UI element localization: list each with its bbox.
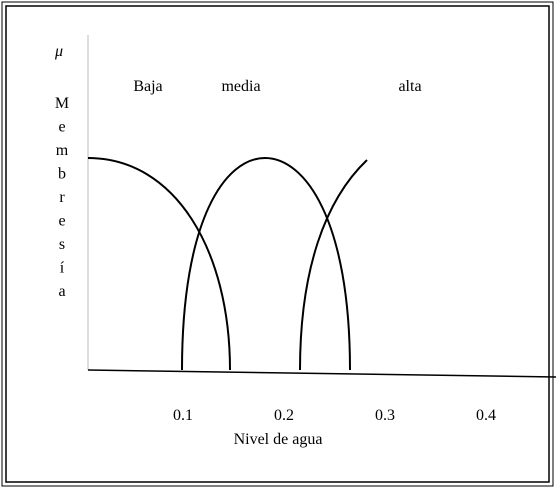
x-axis-label: Nivel de agua: [234, 431, 323, 448]
y-axis-letter: M: [55, 95, 69, 112]
set-label: media: [221, 78, 260, 95]
x-tick-labels: 0.1 0.2 0.3 0.4: [173, 407, 496, 424]
y-axis-letter: e: [58, 119, 65, 136]
x-axis: [88, 370, 556, 377]
y-axis-letter: a: [58, 283, 65, 300]
set-labels: Baja media alta: [133, 78, 421, 95]
y-axis-letter: r: [59, 189, 65, 206]
curve-baja: [88, 158, 230, 370]
y-axis-letter: e: [58, 213, 65, 230]
set-label: alta: [398, 78, 421, 95]
curve-alta: [300, 160, 367, 370]
x-tick-label: 0.1: [173, 407, 193, 424]
curve-media: [182, 158, 350, 370]
x-tick-label: 0.2: [274, 407, 294, 424]
x-tick-label: 0.3: [375, 407, 395, 424]
set-label: Baja: [133, 78, 162, 95]
y-axis-letter: m: [56, 142, 69, 159]
mu-symbol: μ: [54, 43, 63, 60]
y-axis-letter: b: [58, 166, 66, 183]
y-axis-letter: í: [60, 260, 65, 277]
x-tick-label: 0.4: [476, 407, 496, 424]
y-axis-label: Membresía: [55, 95, 69, 300]
y-axis-letter: s: [59, 236, 65, 253]
